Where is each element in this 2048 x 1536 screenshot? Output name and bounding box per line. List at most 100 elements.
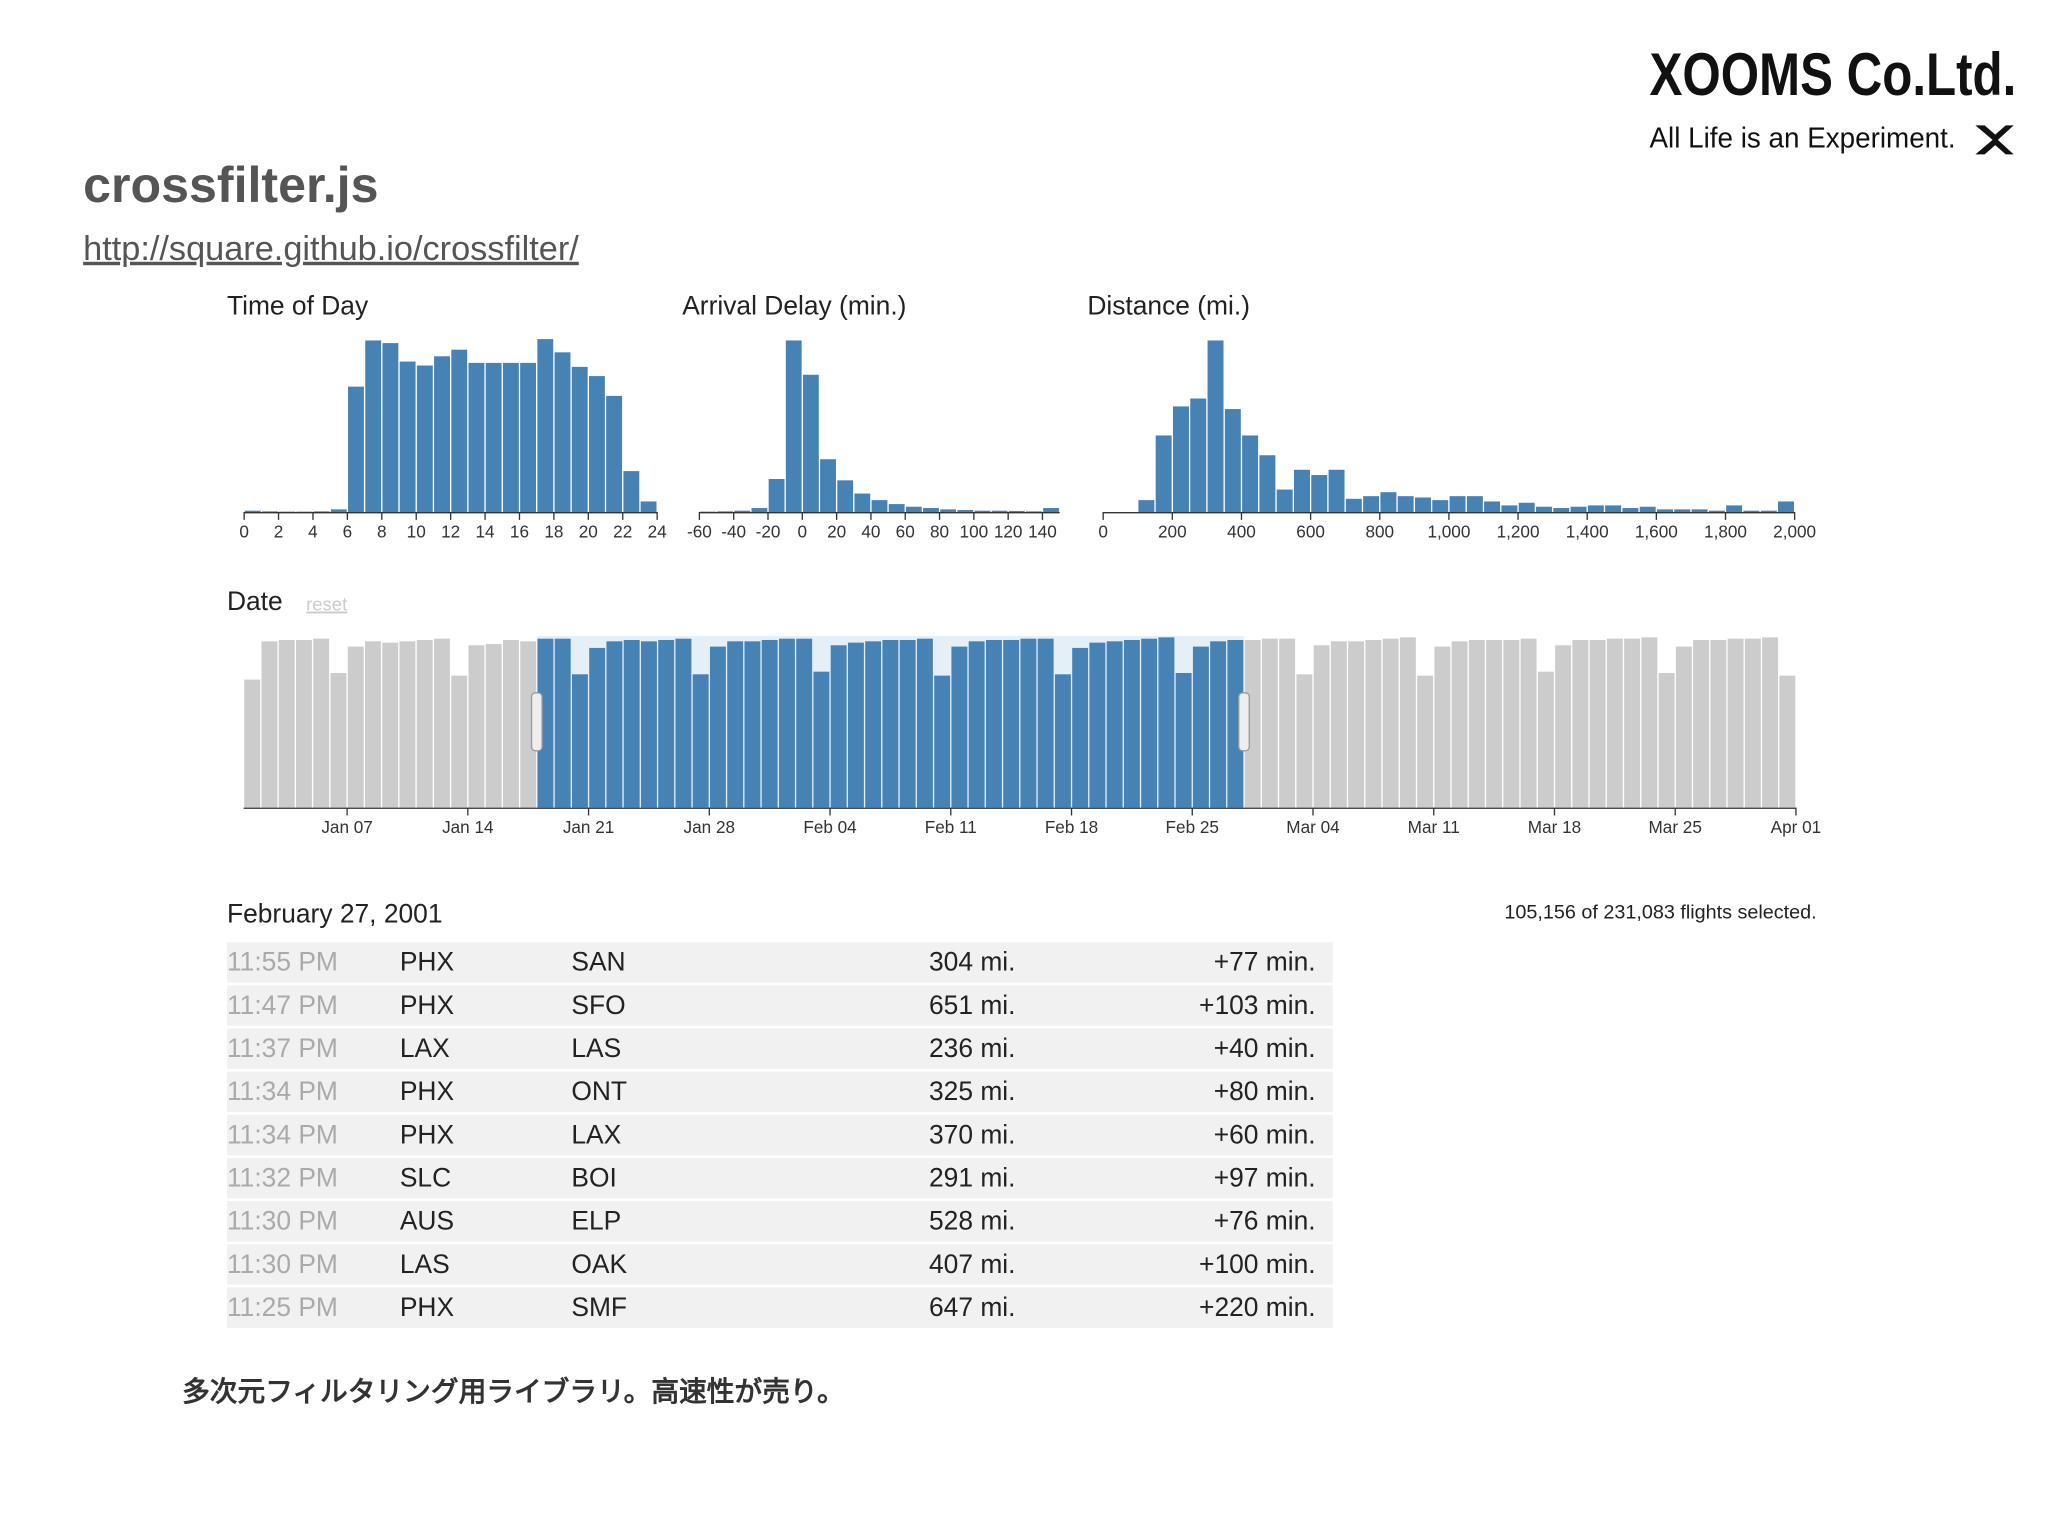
bar — [802, 374, 819, 512]
bar — [1227, 640, 1244, 808]
bar — [1025, 511, 1042, 512]
x-tick-label: Feb 25 — [1166, 817, 1219, 837]
reset-link[interactable]: reset — [306, 594, 347, 615]
brush-handle[interactable] — [530, 692, 543, 752]
table-cell: +103 min. — [1199, 990, 1316, 1020]
table-cell: +220 min. — [1199, 1292, 1316, 1322]
x-tick-label: -60 — [687, 522, 712, 542]
bar — [1089, 642, 1106, 808]
table-cell: SAN — [571, 947, 625, 977]
table-cell: 370 mi. — [929, 1119, 1016, 1149]
bar — [537, 638, 554, 808]
x-tick-label: Mar 04 — [1286, 817, 1340, 837]
table-date: February 27, 2001 — [227, 899, 443, 929]
bar — [968, 641, 985, 808]
bar — [364, 641, 381, 808]
bar — [468, 645, 485, 808]
x-tick-label: 0 — [1098, 522, 1108, 542]
table-cell: SFO — [571, 990, 625, 1020]
bar — [468, 362, 485, 512]
logo-icon — [1975, 125, 2014, 155]
bar — [1744, 638, 1761, 808]
bar — [847, 642, 864, 808]
bar — [1606, 638, 1623, 808]
bar — [985, 640, 1002, 808]
table-cell: OAK — [571, 1249, 627, 1279]
bar — [1380, 492, 1397, 512]
bar — [485, 643, 502, 808]
bar — [1054, 674, 1071, 808]
bar — [244, 510, 261, 512]
bar — [1762, 637, 1779, 808]
chart-title: Arrival Delay (min.) — [682, 290, 906, 320]
bar — [1501, 505, 1518, 512]
table-cell: 407 mi. — [929, 1249, 1016, 1279]
table-cell: 291 mi. — [929, 1162, 1016, 1192]
bar — [1382, 638, 1399, 808]
table-cell: 11:32 PM — [227, 1162, 338, 1192]
bar — [1190, 398, 1207, 512]
bar — [1641, 637, 1658, 808]
bar — [1330, 641, 1347, 808]
bar — [416, 640, 433, 808]
bar — [1043, 508, 1059, 512]
bar — [330, 672, 347, 808]
x-tick-label: 1,000 — [1427, 522, 1470, 542]
bar — [1158, 637, 1175, 808]
table-cell: 11:25 PM — [227, 1292, 338, 1322]
bar — [991, 510, 1008, 512]
bar — [1192, 646, 1209, 808]
bar — [854, 493, 871, 512]
bar — [1138, 500, 1155, 512]
bar — [1224, 409, 1241, 512]
x-tick-label: 140 — [1028, 522, 1057, 542]
bar — [905, 506, 922, 512]
table-cell: ELP — [571, 1206, 621, 1236]
x-tick-label: 6 — [343, 522, 353, 542]
bar — [865, 641, 882, 808]
x-tick-label: Apr 01 — [1771, 817, 1822, 837]
table-cell: LAX — [571, 1119, 621, 1149]
bar — [416, 365, 433, 512]
bar — [1207, 340, 1224, 512]
bar — [1414, 497, 1431, 512]
link[interactable]: http://square.github.io/crossfilter/ — [83, 230, 579, 268]
bar — [744, 641, 761, 808]
table-cell: 11:37 PM — [227, 1033, 338, 1063]
bar — [813, 671, 830, 808]
bar — [1570, 506, 1587, 512]
table-row — [226, 985, 1333, 1026]
bar — [1345, 498, 1362, 512]
bar — [1536, 506, 1552, 512]
table-cell: BOI — [571, 1162, 616, 1192]
slide-title: crossfilter.js — [83, 157, 378, 213]
chart-title: Distance (mi.) — [1087, 290, 1250, 320]
bar — [1003, 640, 1020, 808]
x-tick-label: 0 — [239, 522, 249, 542]
caption: 多次元フィルタリング用ライブラリ。高速性が売り。 — [182, 1376, 845, 1407]
bar — [1328, 469, 1345, 512]
bar — [1518, 502, 1535, 512]
brush-handle[interactable] — [1238, 692, 1250, 752]
table-cell: 11:55 PM — [227, 947, 338, 977]
bar — [1484, 501, 1501, 512]
table-row — [226, 1114, 1333, 1156]
bar — [1363, 496, 1380, 512]
bar — [1155, 435, 1172, 512]
bar — [451, 349, 468, 512]
bar — [1622, 508, 1639, 512]
x-tick-label: Jan 14 — [442, 817, 494, 837]
bar — [871, 500, 888, 512]
bar — [882, 640, 899, 808]
bar — [658, 640, 675, 808]
bar — [1639, 506, 1656, 512]
x-tick-label: Feb 18 — [1045, 817, 1098, 837]
bar — [1244, 640, 1261, 808]
table-cell: 11:30 PM — [227, 1249, 338, 1279]
x-tick-label: Jan 21 — [563, 817, 614, 837]
table-row — [226, 1287, 1333, 1328]
table-cell: +77 min. — [1214, 947, 1316, 977]
table-cell: 651 mi. — [929, 990, 1016, 1020]
bar — [1175, 672, 1192, 808]
bar — [1397, 496, 1414, 512]
